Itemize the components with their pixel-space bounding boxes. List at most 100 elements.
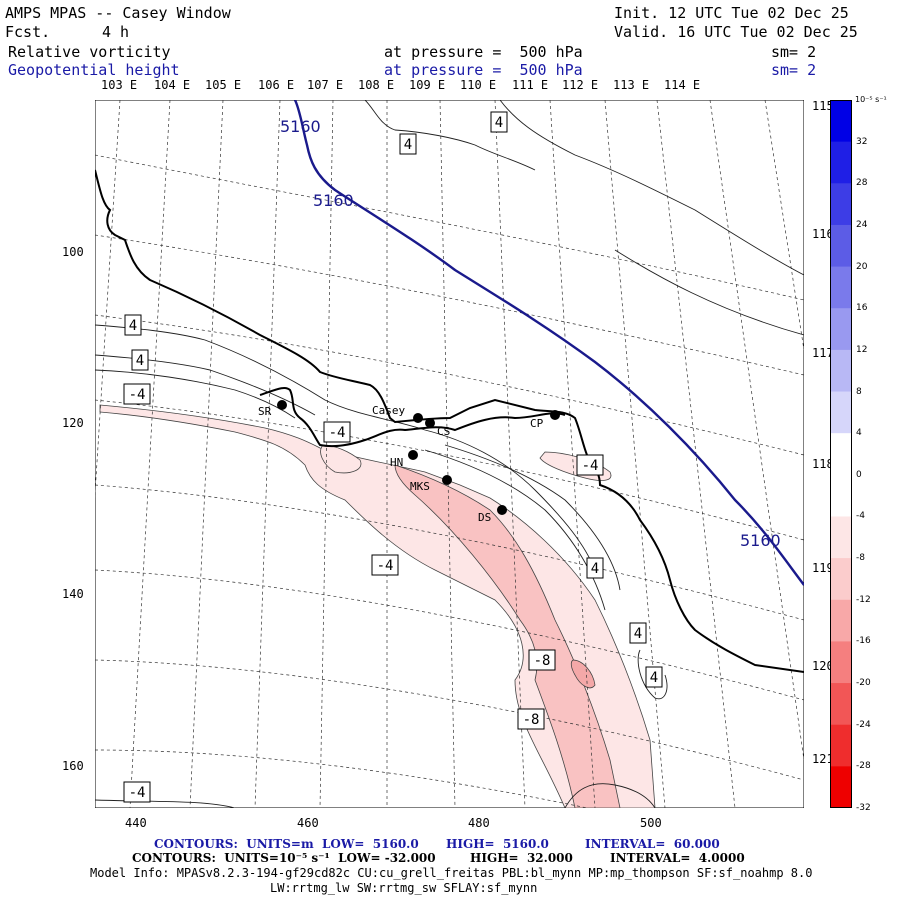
colorbar-label: 12 <box>856 344 868 355</box>
colorbar-segment <box>830 183 852 226</box>
vorticity-label: -4 <box>377 558 394 574</box>
footer-height-interval: INTERVAL= 60.000 <box>585 837 720 851</box>
vorticity-negative-fill-mid <box>394 464 621 808</box>
colorbar-label: 0 <box>856 469 862 480</box>
plot-title: AMPS MPAS -- Casey Window <box>5 4 231 22</box>
valid-time: Valid. 16 UTC Tue 02 Dec 25 <box>614 23 858 41</box>
station-dot-hn <box>408 450 418 460</box>
footer-height-contours: CONTOURS: UNITS=m LOW= 5160.0 <box>154 837 419 851</box>
colorbar-label: 4 <box>856 428 862 439</box>
station-label-mks: MKS <box>410 480 430 493</box>
vorticity-label-box <box>123 781 151 803</box>
colorbar-segment <box>830 683 852 726</box>
colorbar-segment <box>830 308 852 351</box>
y-tick-label: 140 <box>62 587 84 601</box>
colorbar-segment <box>830 641 852 684</box>
top-longitude-label: 113 E <box>613 78 650 92</box>
vorticity-label-box <box>517 708 545 730</box>
colorbar-label: -20 <box>856 678 871 689</box>
top-longitude-label: 108 E <box>358 78 395 92</box>
station-labels: SR Casey CS CP HN MKS DS <box>258 404 544 524</box>
station-dot-mks <box>442 475 452 485</box>
top-longitude-label: 111 E <box>512 78 549 92</box>
vorticity-label: 4 <box>404 137 412 153</box>
top-longitude-label: 114 E <box>664 78 701 92</box>
vorticity-label-box <box>528 649 556 671</box>
vorticity-label: -4 <box>582 458 599 474</box>
map-frame <box>95 100 804 808</box>
vorticity-label: -8 <box>523 712 540 728</box>
forecast-value: 4 h <box>102 23 130 41</box>
colorbar-segment <box>830 766 852 808</box>
station-label-hn: HN <box>390 456 403 469</box>
colorbar-label: 16 <box>856 303 868 314</box>
coastline <box>95 169 804 673</box>
vorticity-label-box <box>586 557 604 579</box>
footer-vort-contours: CONTOURS: UNITS=10⁻⁵ s⁻¹ LOW= -32.000 <box>132 851 436 865</box>
height-label: 5160 <box>280 117 321 136</box>
vorticity-label: -4 <box>129 387 146 403</box>
x-tick-label: 460 <box>297 816 319 830</box>
field1-name: Relative vorticity <box>8 43 171 61</box>
vorticity-labels: 4 4 4 4 -4 -4 -4 -4 4 4 4 -8 -8 -4 <box>123 111 663 803</box>
vorticity-label: 4 <box>129 318 137 334</box>
station-label-ds: DS <box>478 511 491 524</box>
colorbar <box>830 100 852 808</box>
vorticity-label-box <box>371 554 399 576</box>
height-contour-5160 <box>293 100 804 586</box>
vorticity-label: -4 <box>329 425 346 441</box>
vorticity-negative-fill-dark <box>570 659 596 689</box>
colorbar-segment <box>830 266 852 309</box>
colorbar-label: -16 <box>856 636 871 647</box>
colorbar-label: -8 <box>856 553 865 564</box>
vorticity-label: 4 <box>650 670 658 686</box>
top-longitude-label: 110 E <box>460 78 497 92</box>
vorticity-label-box <box>645 666 663 688</box>
colorbar-label: 20 <box>856 261 868 272</box>
colorbar-segment <box>830 349 852 393</box>
colorbar-label: 24 <box>856 219 868 230</box>
station-dot-sr <box>277 400 287 410</box>
colorbar-segment <box>830 599 852 642</box>
top-longitude-label: 105 E <box>205 78 242 92</box>
colorbar-label: -32 <box>856 803 871 813</box>
y-tick-label: 160 <box>62 759 84 773</box>
colorbar-segment <box>830 391 852 434</box>
y-tick-label: 100 <box>62 245 84 259</box>
height-labels: 5160 5160 5160 <box>280 117 781 550</box>
colorbar-segment <box>830 141 852 184</box>
vorticity-label: -8 <box>534 653 551 669</box>
vorticity-label: -4 <box>129 785 146 801</box>
vorticity-label: 4 <box>495 115 503 131</box>
vorticity-label-box <box>629 622 647 644</box>
height-label: 5160 <box>740 531 781 550</box>
vorticity-label-box <box>576 454 604 476</box>
colorbar-label: -4 <box>856 511 865 522</box>
field1-pressure: at pressure = 500 hPa <box>384 43 583 61</box>
top-longitude-label: 109 E <box>409 78 446 92</box>
colorbar-label: 8 <box>856 386 862 397</box>
colorbar-label: -12 <box>856 594 871 605</box>
vorticity-label-box <box>399 133 417 155</box>
footer-model-info: Model Info: MPASv8.2.3-194-gf29cd82c CU:… <box>90 866 813 880</box>
colorbar-label: 32 <box>856 136 868 147</box>
colorbar-segment <box>830 433 852 476</box>
colorbar-segment <box>830 724 852 767</box>
x-tick-label: 500 <box>640 816 662 830</box>
station-dot-casey <box>413 413 423 423</box>
station-label-casey: Casey <box>372 404 405 417</box>
colorbar-label: -24 <box>856 719 871 730</box>
forecast-label: Fcst. <box>5 23 51 41</box>
colorbar-unit: 10⁻⁵ s⁻¹ <box>855 95 887 104</box>
station-dot-cp <box>550 410 560 420</box>
station-label-sr: SR <box>258 405 272 418</box>
x-tick-label: 440 <box>125 816 147 830</box>
y-tick-label: 120 <box>62 416 84 430</box>
colorbar-labels: 32 28 24 20 16 12 8 4 0 -4 -8 -12 -16 -20 -24 -28 -32 <box>856 100 896 813</box>
vorticity-label-box <box>123 383 151 405</box>
top-longitude-label: 107 E <box>307 78 344 92</box>
top-longitude-label: 103 E <box>101 78 138 92</box>
station-dot-ds <box>497 505 507 515</box>
colorbar-frame <box>830 100 852 808</box>
footer-vort-interval: INTERVAL= 4.0000 <box>610 851 745 865</box>
